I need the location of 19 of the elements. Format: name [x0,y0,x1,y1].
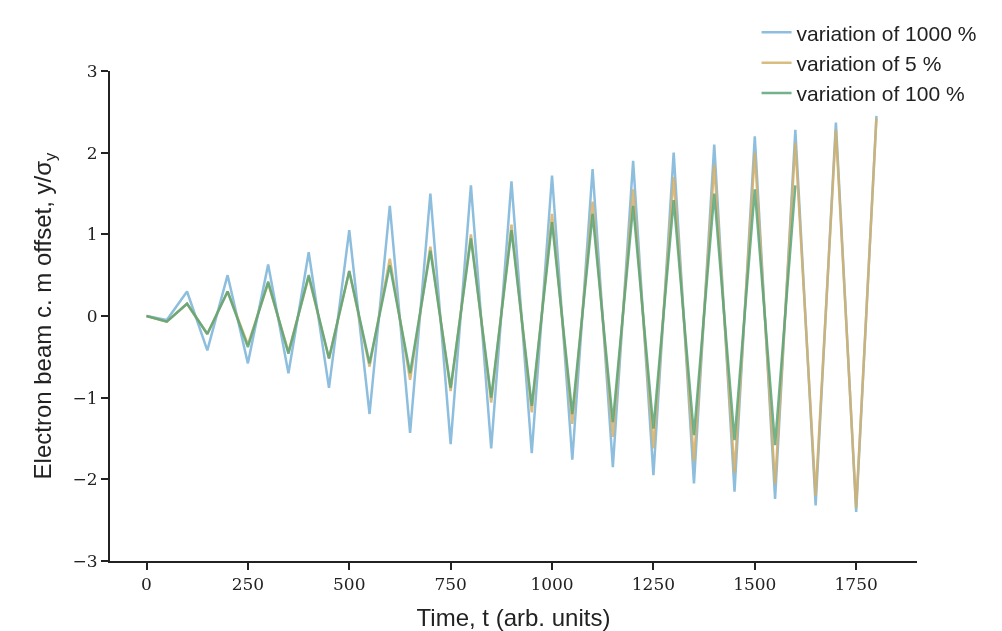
x-tick-label: 0 [141,574,152,595]
x-tick-label: 1500 [733,574,777,595]
x-tick-label: 1000 [530,574,574,595]
x-axis-title: Time, t (arb. units) [416,604,611,631]
x-tick-label: 500 [333,574,366,595]
x-tick-label: 1250 [631,574,676,595]
y-tick-label: 2 [86,142,98,163]
y-tick-label: −2 [72,469,98,490]
x-tick-label: 750 [434,574,467,595]
y-tick-label: −1 [72,387,98,408]
y-tick-label: 1 [86,224,98,245]
legend-label: variation of 5 % [796,51,942,75]
x-tick-label: 1750 [834,574,878,595]
y-tick-label: −3 [72,550,98,571]
y-tick-label: 3 [86,60,98,81]
y-tick-label: 0 [86,305,98,326]
legend-label: variation of 100 % [796,82,965,106]
legend-label: variation of 1000 % [796,21,977,45]
x-tick-label: 250 [231,574,265,595]
